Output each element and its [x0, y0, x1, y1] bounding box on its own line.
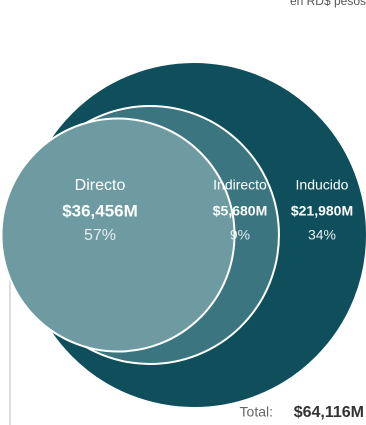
total-value: $64,116M: [294, 404, 364, 421]
percent-label: 9%: [230, 227, 250, 243]
category-label: Indirecto: [213, 177, 267, 193]
percent-label: 57%: [84, 227, 116, 244]
value-label: $36,456M: [62, 201, 138, 220]
value-label: $5,680M: [213, 203, 267, 219]
value-label: $21,980M: [291, 203, 353, 219]
circle: [0, 117, 236, 353]
total-label: Total:: [240, 404, 273, 420]
percent-label: 34%: [308, 227, 336, 243]
category-label: Directo: [75, 177, 126, 194]
category-label: Inducido: [296, 177, 349, 193]
subtitle: en RD$ pesos: [290, 0, 366, 8]
